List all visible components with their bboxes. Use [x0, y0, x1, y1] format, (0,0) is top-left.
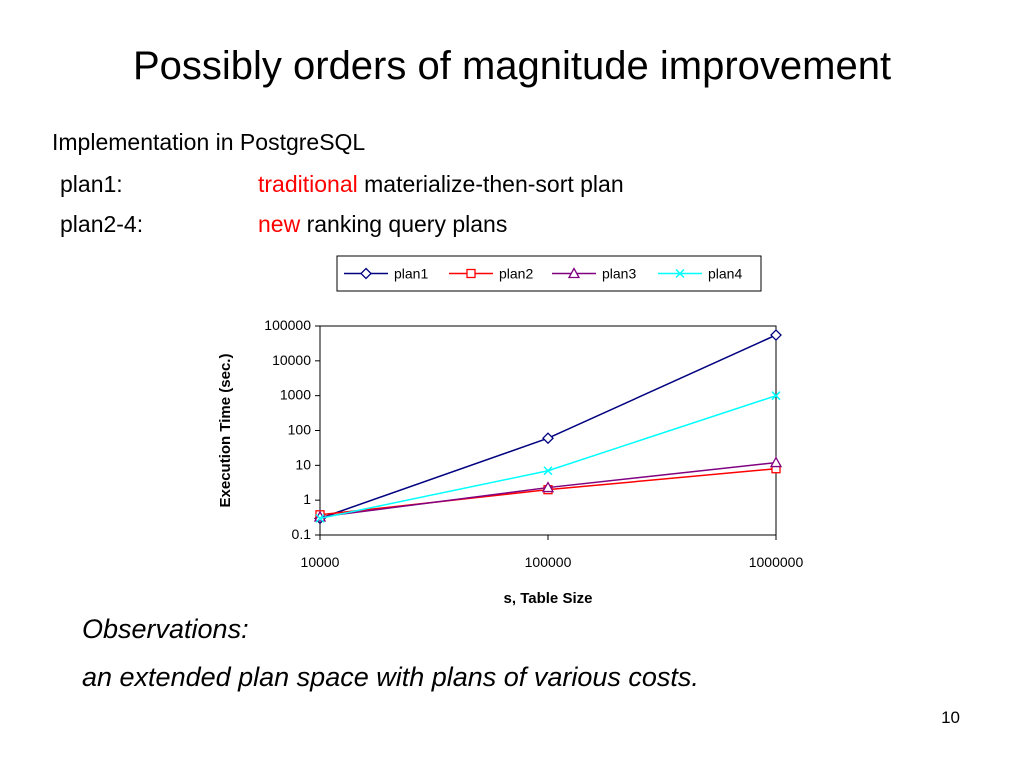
plan2-4-description: new ranking query plans — [258, 210, 507, 238]
y-tick-label: 1 — [303, 491, 311, 507]
plan2-4-accent: new — [258, 211, 301, 237]
y-tick-label: 0.1 — [292, 526, 312, 542]
plan1-line: plan1: traditional materialize-then-sort… — [0, 170, 1024, 200]
data-point-plan3 — [769, 456, 783, 468]
x-tick-label: 100000 — [525, 554, 572, 570]
page-number: 10 — [941, 708, 960, 727]
legend-marker-plan1 — [360, 267, 372, 280]
y-tick-label: 10000 — [272, 352, 311, 368]
data-point-plan1 — [770, 329, 782, 341]
y-tick-label: 1000 — [280, 387, 311, 403]
x-tick-label: 10000 — [301, 554, 340, 570]
data-point-plan4 — [771, 391, 781, 401]
legend-label-plan1: plan1 — [394, 266, 428, 282]
legend-marker-plan2 — [466, 268, 476, 279]
plan1-label: plan1: — [60, 171, 123, 197]
y-tick-label: 100 — [288, 422, 312, 438]
plot-area — [319, 325, 777, 536]
slide-title: Possibly orders of magnitude improvement — [132, 44, 892, 88]
legend-marker-plan4 — [675, 268, 685, 279]
legend-marker-plan3 — [567, 267, 581, 279]
data-point-plan3 — [541, 481, 555, 493]
plan2-4-rest: ranking query plans — [300, 211, 508, 237]
data-point-plan1 — [542, 432, 554, 445]
intro-line: Implementation in PostgreSQL — [52, 129, 366, 155]
data-point-plan4 — [315, 513, 325, 523]
data-point-plan4 — [543, 466, 553, 476]
observations-heading: Observations: — [82, 614, 249, 644]
observations-text: an extended plan space with plans of var… — [82, 662, 699, 692]
legend-label-plan4: plan4 — [708, 266, 742, 282]
legend-label-plan3: plan3 — [602, 266, 636, 282]
plan2-4-label: plan2-4: — [60, 211, 144, 237]
x-axis-title: s, Table Size — [504, 590, 593, 607]
plan2-4-line: plan2-4: new ranking query plans — [0, 210, 1024, 240]
plan1-accent: traditional — [258, 171, 358, 197]
y-tick-label: 10 — [295, 456, 311, 472]
legend-label-plan2: plan2 — [499, 266, 533, 282]
y-axis-title: Execution Time (sec.) — [217, 354, 234, 508]
y-tick-label: 100000 — [264, 317, 311, 333]
x-tick-label: 1000000 — [749, 554, 804, 570]
plan1-rest: materialize-then-sort plan — [357, 171, 624, 197]
plan1-description: traditional materialize-then-sort plan — [258, 170, 624, 198]
